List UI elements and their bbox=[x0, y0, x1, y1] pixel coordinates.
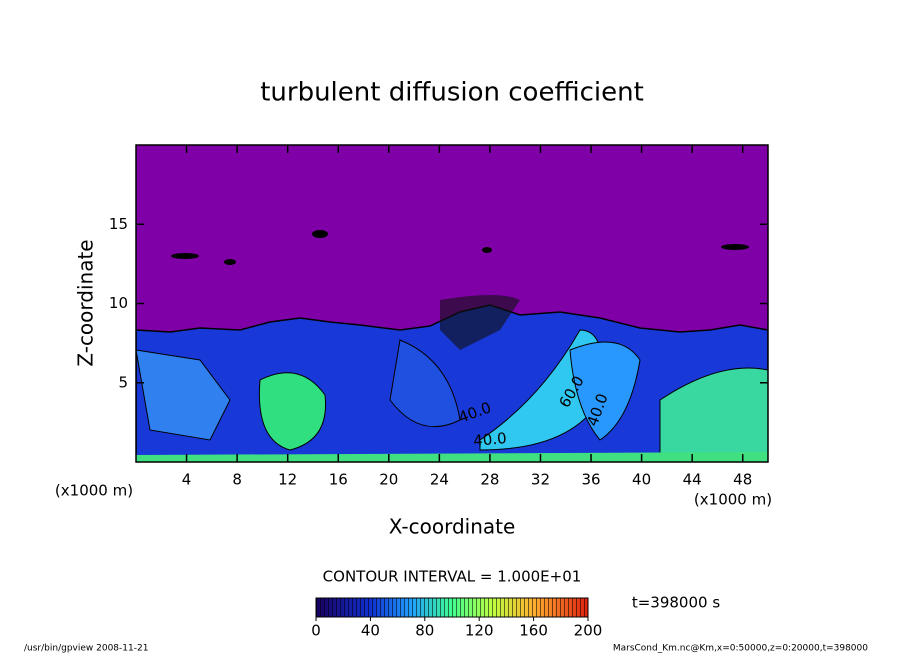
colorbar-tick-label: 80 bbox=[415, 622, 434, 640]
y-axis-label: Z-coordinate bbox=[74, 239, 98, 366]
colorbar-tick-label: 0 bbox=[311, 622, 321, 640]
colorbar-tick-label: 200 bbox=[574, 622, 603, 640]
x-tick-label: 20 bbox=[379, 471, 398, 489]
x-tick-label: 12 bbox=[278, 471, 297, 489]
y-tick-label: 15 bbox=[109, 215, 128, 233]
colorbar-tick-label: 40 bbox=[361, 622, 380, 640]
y-tick-label: 5 bbox=[118, 373, 128, 391]
x-tick-label: 8 bbox=[232, 471, 242, 489]
x-tick-label: 48 bbox=[733, 471, 752, 489]
x-tick-label: 40 bbox=[632, 471, 651, 489]
chart-title: turbulent diffusion coefficient bbox=[260, 78, 644, 108]
time-label: t=398000 s bbox=[632, 594, 720, 612]
contour-field bbox=[136, 145, 768, 462]
x-tick-label: 16 bbox=[329, 471, 348, 489]
x-tick-label: 44 bbox=[683, 471, 702, 489]
x-tick-label: 4 bbox=[182, 471, 192, 489]
contour-label: 40.0 bbox=[473, 429, 508, 450]
x-axis-label: X-coordinate bbox=[389, 515, 516, 539]
y-unit: (x1000 m) bbox=[55, 482, 133, 500]
x-unit: (x1000 m) bbox=[694, 491, 772, 509]
contour-interval: CONTOUR INTERVAL = 1.000E+01 bbox=[323, 568, 582, 586]
colorbar-stripes bbox=[316, 598, 588, 617]
colorbar-tick-label: 160 bbox=[519, 622, 548, 640]
colorbar-tick-label: 120 bbox=[465, 622, 494, 640]
footer-left: /usr/bin/gpview 2008-11-21 bbox=[24, 644, 148, 654]
x-tick-label: 32 bbox=[531, 471, 550, 489]
x-tick-label: 36 bbox=[581, 471, 600, 489]
x-tick-label: 24 bbox=[430, 471, 449, 489]
footer-right: MarsCond_Km.nc@Km,x=0:50000,z=0:20000,t=… bbox=[613, 644, 868, 654]
y-tick-label: 10 bbox=[109, 294, 128, 312]
x-tick-label: 28 bbox=[480, 471, 499, 489]
